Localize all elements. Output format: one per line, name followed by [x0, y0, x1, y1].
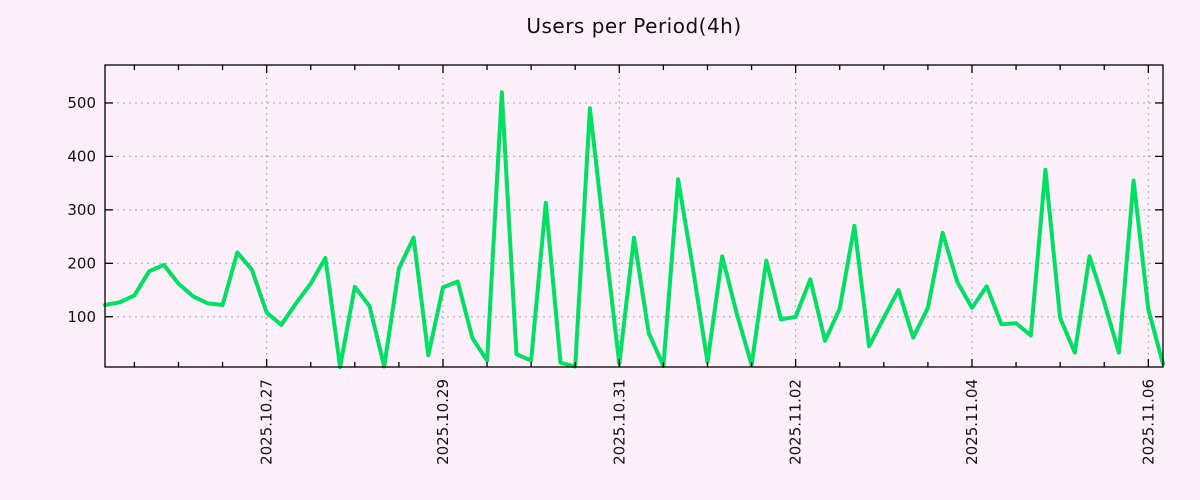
x-tick-label: 2025.11.06 — [1139, 379, 1157, 465]
y-tick-label: 100 — [67, 308, 96, 326]
y-tick-label: 500 — [67, 94, 96, 112]
plot-frame — [104, 64, 1164, 368]
chart-title: Users per Period(4h) — [526, 14, 742, 38]
x-tick-label: 2025.11.04 — [963, 379, 981, 465]
x-tick-label: 2025.10.29 — [434, 379, 452, 465]
y-tick-label: 300 — [67, 201, 96, 219]
x-tick-label: 2025.10.27 — [258, 379, 276, 465]
data-series-line — [103, 90, 1165, 369]
x-tick-label: 2025.10.31 — [610, 379, 628, 465]
y-tick-label: 200 — [67, 254, 96, 272]
x-tick-label: 2025.11.02 — [787, 379, 805, 465]
y-tick-label: 400 — [67, 147, 96, 165]
